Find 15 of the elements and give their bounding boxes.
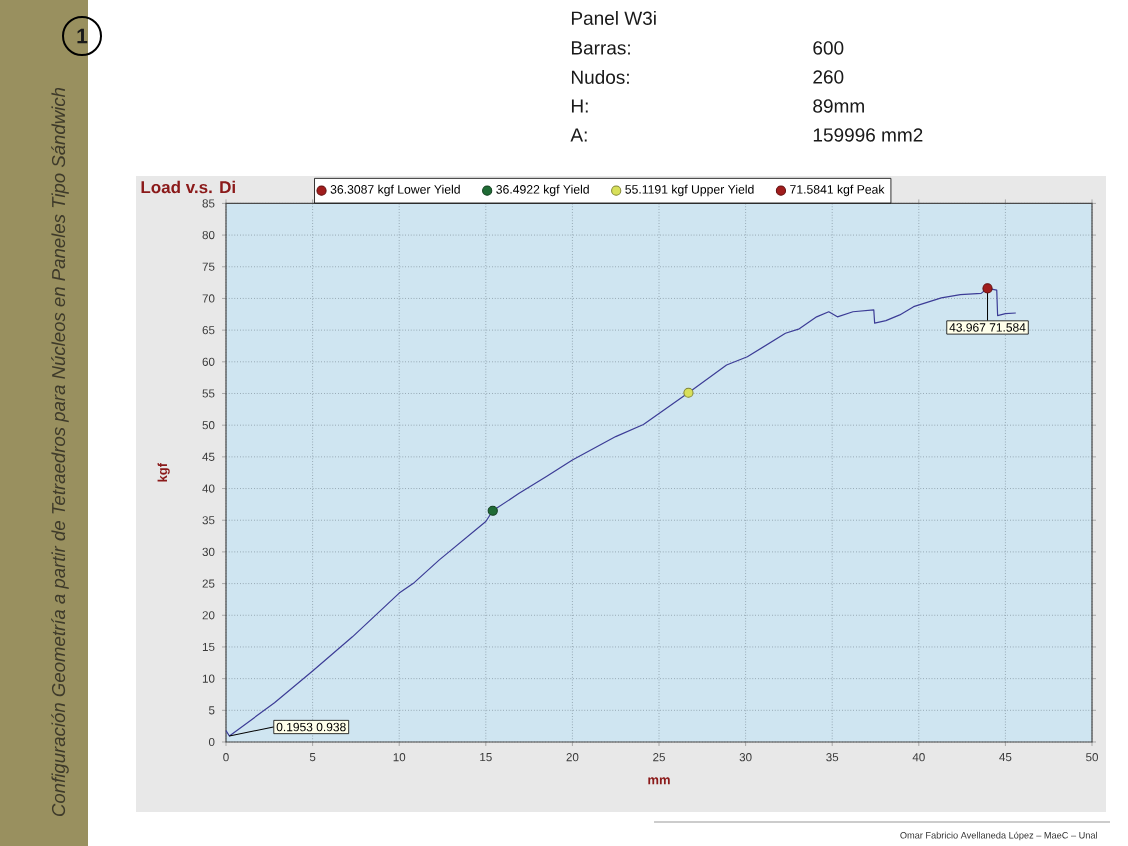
text: H: [571,99,588,113]
text: 1 [77,28,88,44]
point [982,283,993,294]
text: A: [570,128,587,142]
point [487,505,498,516]
point [683,387,694,398]
text: 600 [813,41,844,55]
text: Nudos: [571,70,629,84]
text: 89mm [813,99,864,113]
text: 260 [813,70,844,84]
chart-title: Load v.s. Di [141,180,235,194]
text: Barras: [571,41,630,55]
text: 159996 mm2 [813,128,923,142]
text: Configuración Geometría a partir de Tetraedros para Núcleos en Paneles Tipo Sándwich [51,87,69,817]
text: Panel W3i [571,11,656,25]
